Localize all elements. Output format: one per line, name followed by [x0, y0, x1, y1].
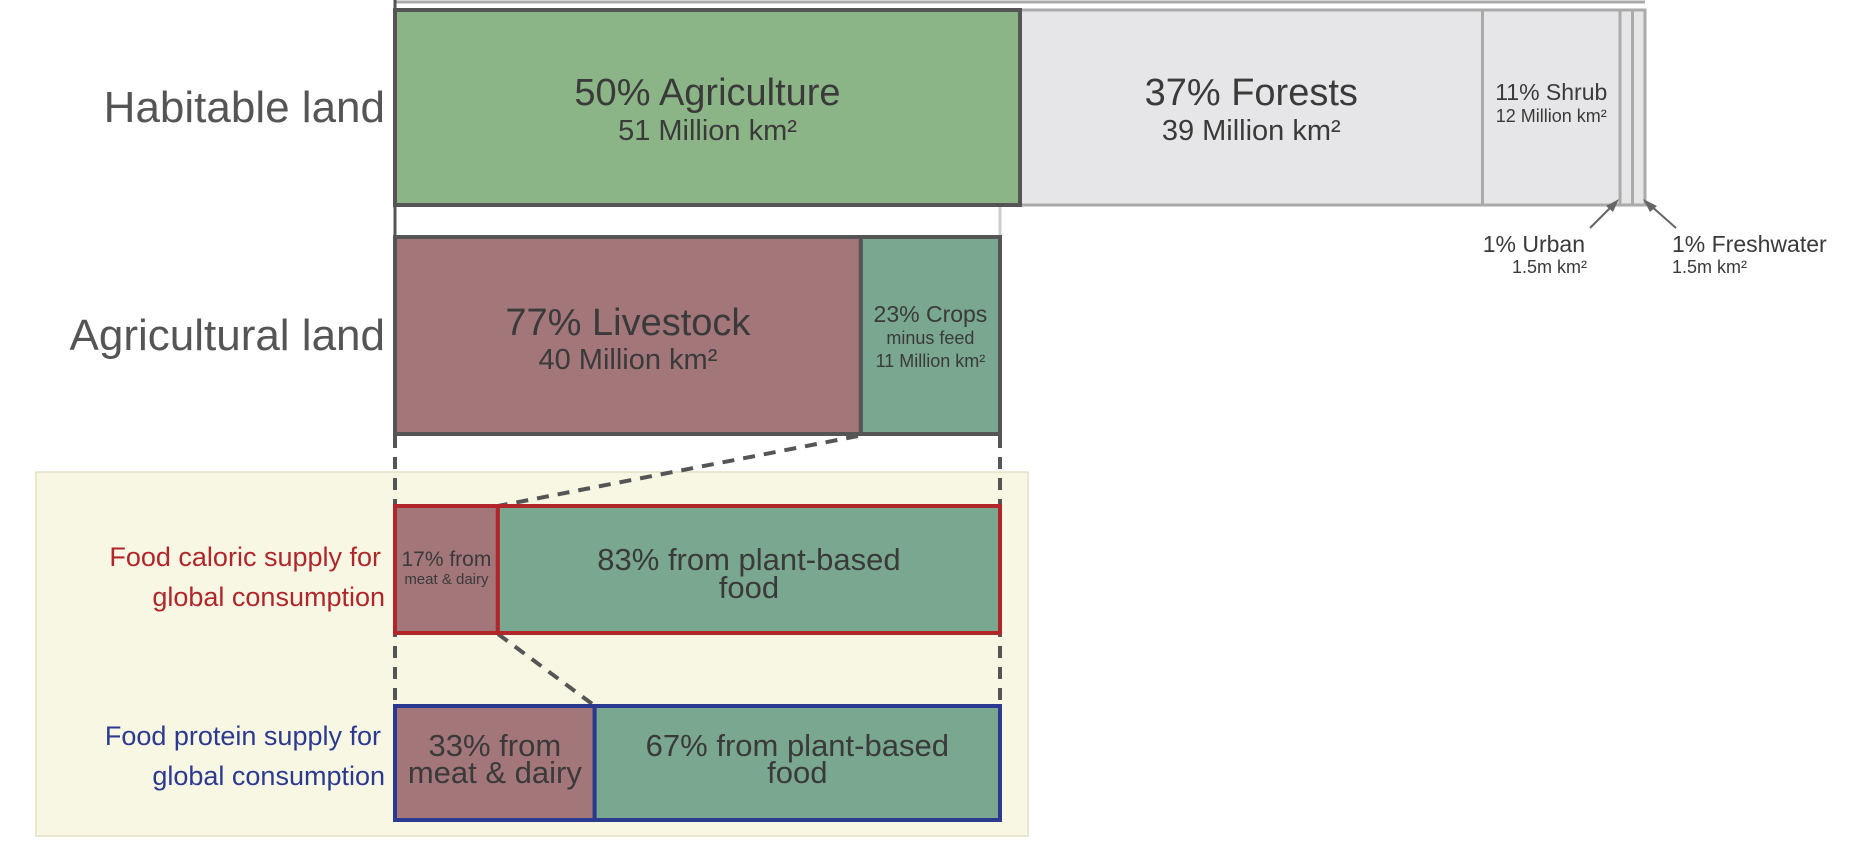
habitable-segment-freshwater	[1631, 8, 1647, 207]
crops-label: 23% Crops	[874, 301, 988, 327]
row-label-habitable-land: Habitable land	[104, 83, 385, 132]
freshwater-annotation-title: 1% Freshwater	[1672, 231, 1827, 257]
protein-plant-sublabel: food	[767, 755, 827, 790]
row-label-caloric-line1: Food caloric supply for	[109, 542, 381, 572]
protein-meat-label: 33% from	[428, 728, 561, 763]
agriculture-outline	[393, 8, 1022, 207]
freshwater-arrow-head	[1643, 199, 1657, 212]
urban-arrow-line	[1589, 204, 1614, 229]
protein-segment-meat-dairy	[393, 704, 597, 822]
habitable-segment-label: 37% Forests	[1145, 72, 1358, 114]
urban-arrow-head	[1606, 199, 1619, 212]
row-label-protein-line2: global consumption	[152, 761, 385, 791]
row-label-caloric-line2: global consumption	[152, 582, 385, 612]
freshwater-arrow-line	[1649, 204, 1677, 229]
agricultural-segment-crops	[858, 235, 1002, 436]
habitable-segment-value: 51 Million km²	[618, 115, 797, 147]
habitable-segment-urban	[1618, 8, 1634, 207]
habitable-segment-value: 39 Million km²	[1162, 115, 1341, 147]
agricultural-segment-livestock	[393, 235, 863, 436]
urban-annotation-title: 1% Urban	[1483, 231, 1585, 257]
crops-value: 11 Million km²	[876, 351, 986, 371]
row-label-agricultural-land: Agricultural land	[70, 311, 386, 360]
protein-plant-label: 67% from plant-based	[646, 728, 949, 763]
caloric-segment-plant-based	[495, 504, 1002, 635]
caloric-plant-sublabel: food	[719, 570, 779, 605]
caloric-meat-label: 17% from	[401, 548, 491, 571]
urban-annotation-area: 1.5m km²	[1512, 257, 1587, 277]
caloric-meat-sublabel: meat & dairy	[404, 571, 489, 588]
habitable-segment-label: 11% Shrub	[1495, 79, 1607, 105]
protein-segment-plant-based	[592, 704, 1003, 822]
connector-crops-diagonal	[497, 434, 859, 508]
protein-meat-sublabel: meat & dairy	[408, 755, 583, 790]
habitable-segment-value: 12 Million km²	[1496, 106, 1607, 126]
livestock-value: 40 Million km²	[538, 344, 717, 376]
crops-sublabel: minus feed	[886, 328, 974, 348]
habitable-segment-label: 50% Agriculture	[574, 72, 840, 114]
row-label-protein-line1: Food protein supply for	[105, 721, 381, 751]
caloric-plant-label: 83% from plant-based	[597, 542, 900, 577]
livestock-label: 77% Livestock	[505, 302, 751, 344]
caloric-segment-meat-dairy	[393, 504, 500, 635]
freshwater-annotation-area: 1.5m km²	[1672, 257, 1747, 277]
